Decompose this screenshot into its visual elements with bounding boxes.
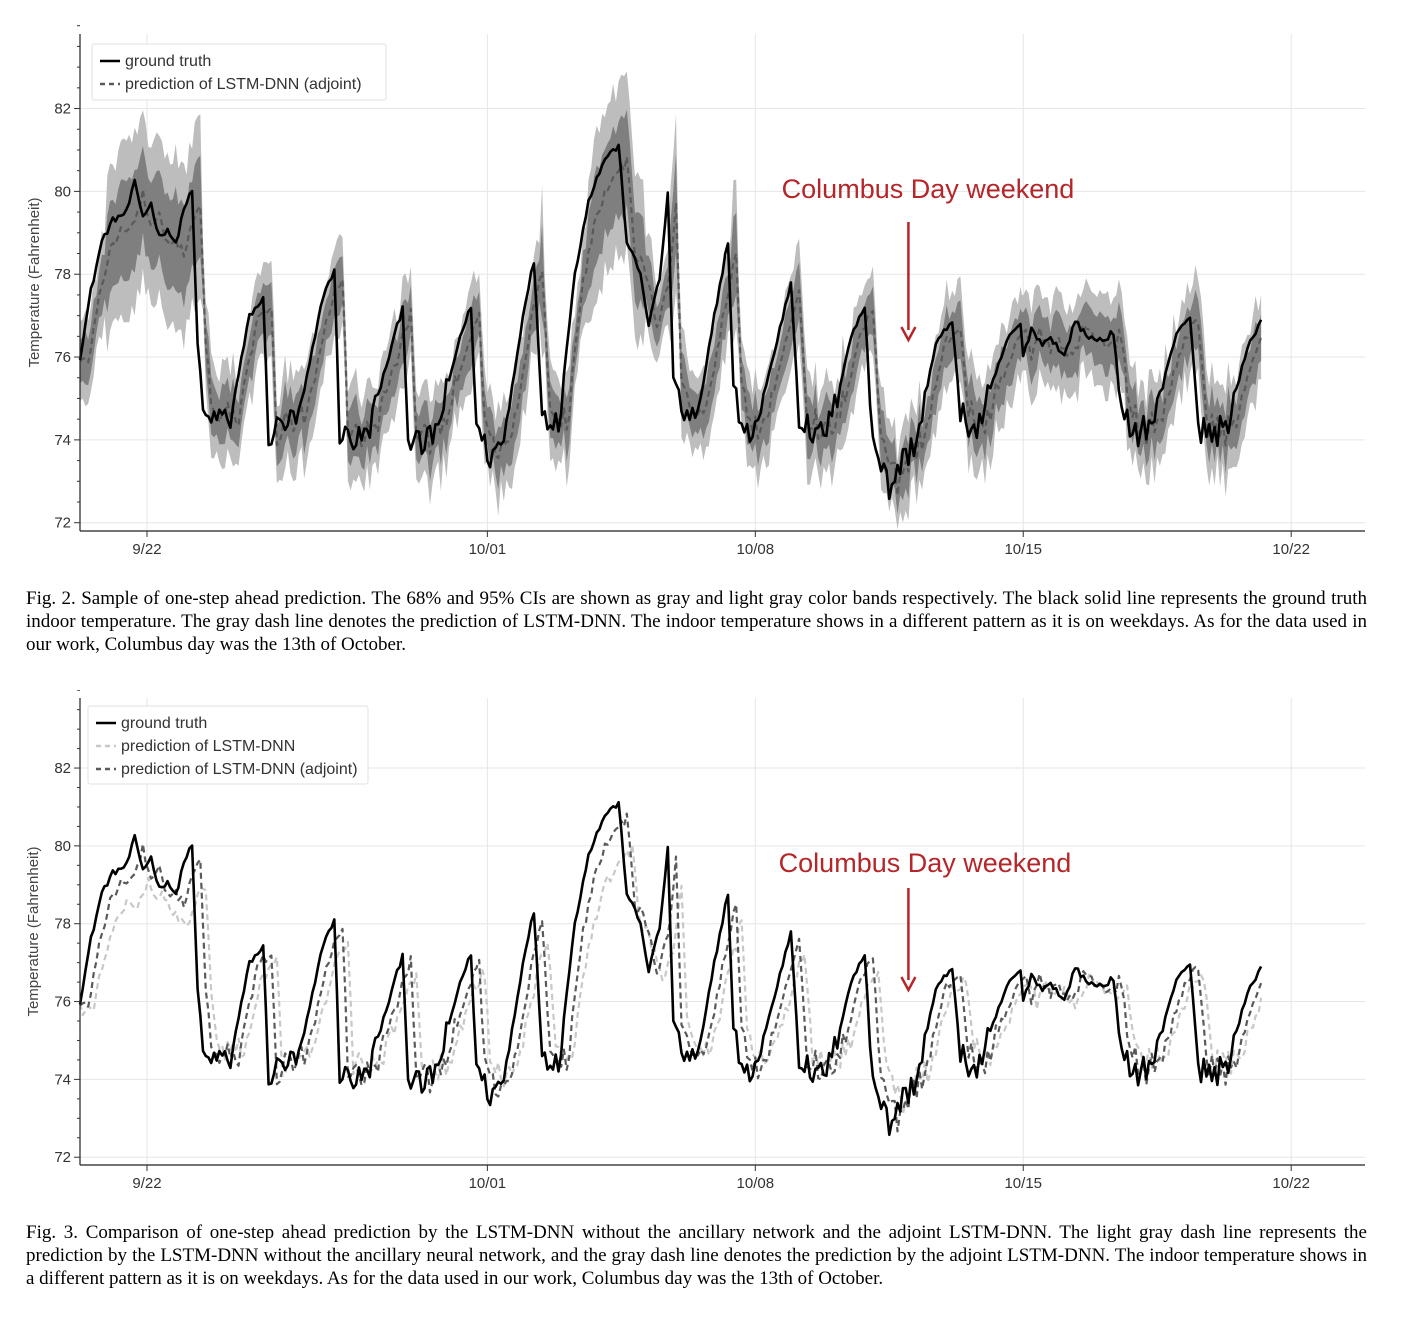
y-tick-label: 78 <box>54 916 71 933</box>
legend-label: prediction of LSTM-DNN (adjoint) <box>121 761 358 778</box>
y-tick-label: 82 <box>54 760 71 777</box>
annotation-arrowhead <box>900 326 917 343</box>
annotation-label: Columbus Day weekend <box>779 848 1072 878</box>
y-tick-label: 82 <box>54 101 71 118</box>
figure-3: 72 74 76 78 80 82 9/22 10/01 10/08 10/15 10/22 Temp… <box>0 690 1428 1200</box>
legend-label: ground truth <box>121 715 207 732</box>
y-tick-label: 76 <box>54 994 71 1011</box>
annotation-label: Columbus Day weekend <box>782 174 1075 204</box>
y-tick-label: 74 <box>54 432 71 449</box>
y-tick-label: 78 <box>54 266 71 283</box>
series-line-ground-truth <box>78 143 1263 501</box>
y-tick-label: 72 <box>54 1149 71 1166</box>
x-tick-label: 10/08 <box>737 541 775 558</box>
y-axis-title: Temperature (Fahrenheit) <box>25 846 42 1016</box>
x-tick-label: 10/15 <box>1004 1175 1042 1192</box>
x-tick-label: 9/22 <box>132 1175 161 1192</box>
legend-box <box>91 43 387 101</box>
x-tick-label: 9/22 <box>132 541 161 558</box>
y-tick-label: 76 <box>54 349 71 366</box>
x-tick-label: 10/08 <box>737 1175 775 1192</box>
legend-label: prediction of LSTM-DNN <box>121 738 295 755</box>
figure-2: 72 74 76 78 80 82 9/22 10/01 10/08 10/15 10/22 Temp… <box>0 0 1428 570</box>
series-line-prediction-of-lstm-dnn-adjoint <box>79 812 1263 1133</box>
legend-label: prediction of LSTM-DNN (adjoint) <box>125 76 362 93</box>
series-line-ground-truth <box>78 800 1263 1137</box>
x-tick-label: 10/15 <box>1004 541 1042 558</box>
x-tick-label: 10/22 <box>1272 541 1310 558</box>
legend-label: ground truth <box>125 53 211 70</box>
ci-68-band <box>80 110 1262 514</box>
figure-2-chart: 72 74 76 78 80 82 9/22 10/01 10/08 10/15 10/22 Temp… <box>26 25 1365 558</box>
figure-3-chart: 72 74 76 78 80 82 9/22 10/01 10/08 10/15 10/22 Temp… <box>25 690 1365 1192</box>
y-axis-title: Temperature (Fahrenheit) <box>26 197 43 367</box>
y-tick-label: 74 <box>54 1071 71 1088</box>
y-tick-label: 80 <box>54 183 71 200</box>
x-tick-label: 10/01 <box>469 541 507 558</box>
y-tick-label: 72 <box>54 515 71 532</box>
legend-box <box>87 705 369 785</box>
series-line-prediction-of-lstm-dnn-adjoint <box>79 156 1263 497</box>
figure-2-caption: Fig. 2. Sample of one-step ahead predict… <box>26 588 1367 655</box>
x-tick-label: 10/22 <box>1272 1175 1310 1192</box>
y-tick-label: 80 <box>54 838 71 855</box>
x-tick-label: 10/01 <box>469 1175 507 1192</box>
figure-3-caption: Fig. 3. Comparison of one-step ahead pre… <box>26 1222 1367 1289</box>
annotation-arrowhead <box>900 976 917 993</box>
